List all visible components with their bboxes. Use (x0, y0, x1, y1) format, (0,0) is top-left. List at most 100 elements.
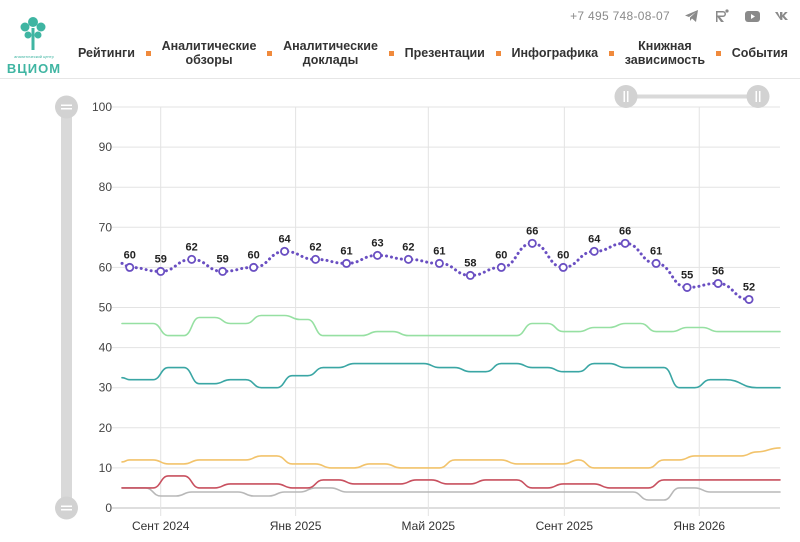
nav-item-3[interactable]: Презентации (404, 46, 485, 60)
y-tick-label: 0 (105, 501, 112, 515)
youtube-icon[interactable] (744, 8, 760, 24)
contacts-bar: +7 495 748-08-07 (570, 6, 790, 26)
nav-item-0[interactable]: Рейтинги (78, 46, 135, 60)
series-point[interactable] (651, 258, 661, 268)
data-label: 60 (557, 249, 569, 261)
nav-item-5[interactable]: Книжная зависимость (624, 39, 706, 67)
nav-separator (495, 50, 501, 56)
nav-separator (608, 50, 614, 56)
logo-subtext: аналитический центр (14, 54, 54, 59)
y-tick-label: 50 (99, 301, 113, 315)
y-tick-label: 10 (99, 461, 113, 475)
series-point[interactable] (713, 278, 723, 288)
series-line-2 (121, 362, 781, 389)
y-tick-label: 80 (99, 180, 113, 194)
handle-grip-icon (61, 104, 72, 106)
data-label: 62 (186, 241, 198, 253)
handle-grip-icon (759, 91, 761, 102)
x-tick-label: Май 2025 (402, 519, 456, 533)
y-tick-label: 20 (99, 421, 113, 435)
data-label: 59 (155, 253, 167, 265)
series-point[interactable] (218, 266, 228, 276)
series-point[interactable] (527, 238, 537, 248)
handle-grip-icon (61, 509, 72, 511)
y-tick-label: 70 (99, 220, 113, 234)
brand-logo[interactable]: аналитический центр ВЦИОМ (2, 14, 64, 76)
data-label: 62 (402, 241, 414, 253)
nav-item-2[interactable]: Аналитические доклады (283, 39, 378, 67)
data-label: 64 (278, 233, 291, 245)
series-point[interactable] (403, 254, 413, 264)
series-point[interactable] (558, 262, 568, 272)
series-point[interactable] (249, 262, 259, 272)
handle-grip-icon (61, 505, 72, 507)
series-point[interactable] (744, 294, 754, 304)
series-point[interactable] (620, 238, 630, 248)
series-point[interactable] (434, 258, 444, 268)
series-point[interactable] (496, 262, 506, 272)
series-point[interactable] (682, 282, 692, 292)
series-point[interactable] (589, 246, 599, 256)
nav-item-6[interactable]: События (731, 46, 788, 60)
series-point[interactable] (125, 262, 135, 272)
x-tick-label: Сент 2024 (132, 519, 190, 533)
vk-icon[interactable] (774, 8, 790, 24)
vertical-range-slider-track[interactable] (61, 96, 72, 508)
series-point[interactable] (341, 258, 351, 268)
data-label: 60 (124, 249, 136, 261)
series-group (120, 238, 781, 501)
data-label: 59 (217, 253, 229, 265)
y-tick-label: 90 (99, 140, 113, 154)
data-label: 66 (619, 225, 631, 237)
handle-grip-icon (755, 91, 757, 102)
data-labels: 60 59 62 59 60 64 62 61 63 62 61 58 60 66 60 64 66 61 55 56… (124, 225, 756, 293)
series-point[interactable] (372, 250, 382, 260)
series-point[interactable] (280, 246, 290, 256)
data-label: 60 (495, 249, 507, 261)
horizontal-range-slider-track[interactable] (626, 94, 758, 99)
nav-item-4[interactable]: Инфографика (511, 46, 599, 60)
x-tick-label: Янв 2025 (270, 519, 322, 533)
data-label: 52 (743, 281, 755, 293)
y-tick-label: 60 (99, 260, 113, 274)
data-label: 55 (681, 269, 693, 281)
horizontal-slider-left-handle[interactable] (614, 85, 638, 108)
data-label: 61 (650, 245, 662, 257)
phone-number[interactable]: +7 495 748-08-07 (570, 9, 670, 23)
nav-separator (715, 50, 721, 56)
tree-logo-icon (20, 17, 46, 50)
nav-separator (388, 50, 394, 56)
nav-separator (145, 50, 151, 56)
series-point[interactable] (465, 270, 475, 280)
data-label: 61 (433, 245, 445, 257)
data-label: 66 (526, 225, 538, 237)
y-tick-label: 100 (92, 100, 112, 114)
main-nav: Рейтинги Аналитические обзоры Аналитические… (78, 38, 788, 68)
series-line-0 (120, 241, 751, 301)
series-point[interactable] (187, 254, 197, 264)
horizontal-slider-right-handle[interactable] (746, 85, 770, 108)
series-line-3 (121, 447, 781, 469)
series-point[interactable] (311, 254, 321, 264)
data-label: 63 (371, 237, 383, 249)
data-label: 60 (247, 249, 259, 261)
data-label: 58 (464, 257, 476, 269)
data-label: 62 (309, 241, 321, 253)
telegram-icon[interactable] (684, 8, 700, 24)
series-line-1 (121, 314, 781, 337)
logo-text: ВЦИОМ (6, 61, 62, 76)
site-header: аналитический центр ВЦИОМ +7 495 748-08-… (0, 0, 800, 79)
nav-item-1[interactable]: Аналитические обзоры (161, 39, 257, 67)
data-label: 61 (340, 245, 352, 257)
series-line-5 (121, 487, 781, 501)
x-axis: Сент 2024 Янв 2025 Май 2025 Сент 2025 Янв 20… (132, 519, 725, 533)
vertical-slider-bottom-handle[interactable] (55, 496, 78, 520)
rutube-icon[interactable] (714, 8, 730, 24)
nav-separator (267, 50, 273, 56)
data-label: 56 (712, 265, 724, 277)
y-tick-label: 40 (99, 341, 113, 355)
chart-grid (112, 106, 780, 516)
series-point[interactable] (156, 266, 166, 276)
chart-area: 0 10 20 30 40 50 60 70 80 90 100 Сент 2024 Янв 2025… (0, 80, 800, 537)
vertical-slider-top-handle[interactable] (55, 95, 78, 119)
